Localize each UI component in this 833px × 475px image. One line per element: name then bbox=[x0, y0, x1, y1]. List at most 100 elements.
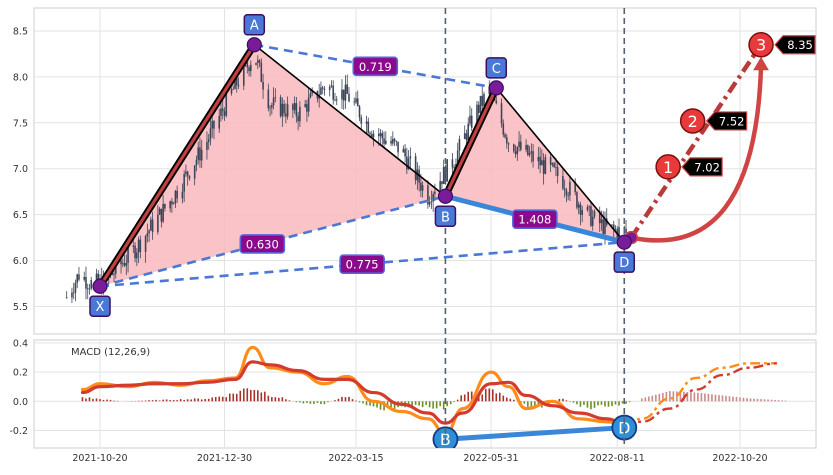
candle-body bbox=[294, 103, 296, 110]
price-y-tick-label: 5.5 bbox=[13, 302, 28, 313]
candle-body bbox=[515, 151, 517, 154]
macd-histogram-bar bbox=[152, 400, 154, 401]
candle-body bbox=[464, 133, 466, 139]
target-number: 1 bbox=[663, 158, 673, 177]
candle-body bbox=[187, 172, 189, 176]
point-label-text: C bbox=[492, 62, 501, 77]
pattern-point-d bbox=[617, 235, 631, 249]
candle-body bbox=[390, 141, 392, 144]
candle-body bbox=[396, 141, 398, 142]
candle-body bbox=[331, 86, 333, 87]
macd-histogram-projected-bar bbox=[669, 391, 671, 401]
macd-histogram-bar bbox=[303, 401, 305, 403]
candle-body bbox=[441, 181, 443, 184]
macd-histogram-bar bbox=[495, 393, 497, 401]
candle-body bbox=[283, 104, 285, 114]
macd-histogram-bar bbox=[488, 388, 490, 401]
macd-histogram-projected-bar bbox=[641, 398, 643, 401]
candle-body bbox=[248, 67, 250, 71]
macd-histogram-projected-bar bbox=[739, 397, 741, 401]
candle-body bbox=[150, 220, 152, 231]
candle-body bbox=[357, 98, 359, 106]
candle-body bbox=[176, 191, 178, 199]
macd-y-tick-label: 0.0 bbox=[13, 397, 28, 408]
macd-histogram-bar bbox=[243, 389, 245, 402]
macd-histogram-bar bbox=[82, 397, 84, 401]
macd-histogram-projected-bar bbox=[764, 399, 766, 401]
candle-body bbox=[469, 116, 471, 124]
candle-body bbox=[287, 104, 289, 116]
macd-histogram-bar bbox=[601, 401, 603, 405]
candle-body bbox=[299, 107, 301, 121]
candle-body bbox=[538, 157, 540, 161]
candle-body bbox=[578, 204, 580, 207]
macd-histogram-bar bbox=[89, 397, 91, 401]
candle-body bbox=[385, 141, 387, 144]
candle-body bbox=[126, 263, 128, 266]
macd-histogram-bar bbox=[92, 399, 94, 401]
macd-histogram-bar bbox=[169, 400, 171, 401]
macd-histogram-bar bbox=[352, 399, 354, 401]
macd-histogram-projected-bar bbox=[687, 392, 689, 401]
candle-body bbox=[259, 60, 261, 62]
macd-histogram-bar bbox=[211, 397, 213, 401]
macd-histogram-bar bbox=[355, 401, 357, 402]
macd-histogram-bar bbox=[145, 401, 147, 402]
candle-body bbox=[346, 85, 348, 94]
candle-body bbox=[78, 274, 80, 279]
macd-histogram-bar bbox=[443, 401, 445, 409]
macd-histogram-bar bbox=[138, 401, 140, 402]
candle-body bbox=[182, 192, 184, 199]
candle-body bbox=[124, 263, 126, 265]
macd-histogram-projected-bar bbox=[771, 400, 773, 402]
macd-histogram-bar bbox=[197, 399, 199, 402]
candle-body bbox=[467, 124, 469, 141]
macd-histogram-bar bbox=[96, 398, 98, 401]
macd-histogram-bar bbox=[296, 401, 298, 402]
candle-body bbox=[382, 133, 384, 138]
candle-body bbox=[324, 89, 326, 90]
macd-histogram-bar bbox=[425, 401, 427, 405]
candle-body bbox=[257, 60, 259, 63]
macd-histogram-bar bbox=[239, 391, 241, 402]
candle-body bbox=[553, 163, 555, 167]
target-number: 2 bbox=[688, 112, 698, 131]
candle-body bbox=[602, 219, 604, 234]
macd-histogram-bar bbox=[450, 401, 452, 404]
candle-body bbox=[71, 293, 73, 298]
macd-histogram-bar bbox=[362, 401, 364, 403]
macd-histogram-bar bbox=[422, 401, 424, 407]
macd-histogram-bar bbox=[566, 400, 568, 401]
macd-histogram-bar bbox=[246, 388, 248, 401]
macd-histogram-bar bbox=[573, 401, 575, 402]
macd-histogram-bar bbox=[467, 392, 469, 402]
candle-body bbox=[590, 206, 592, 226]
candle-body bbox=[478, 105, 480, 113]
candle-body bbox=[85, 277, 87, 289]
macd-histogram-bar bbox=[615, 401, 617, 404]
price-y-tick-label: 8.5 bbox=[13, 26, 28, 37]
macd-histogram-bar bbox=[289, 400, 291, 401]
macd-histogram-bar bbox=[180, 399, 182, 401]
candle-body bbox=[415, 156, 417, 180]
macd-histogram-projected-bar bbox=[676, 391, 678, 401]
macd-histogram-bar bbox=[531, 401, 533, 407]
macd-histogram-bar bbox=[113, 401, 115, 402]
candle-body bbox=[66, 297, 68, 298]
macd-histogram-bar bbox=[436, 401, 438, 408]
candle-body bbox=[373, 134, 375, 138]
candle-body bbox=[269, 108, 271, 109]
price-y-tick-label: 6.5 bbox=[13, 210, 28, 221]
candle-body bbox=[201, 150, 203, 161]
macd-histogram-projected-bar bbox=[697, 393, 699, 402]
macd-histogram-projected-bar bbox=[652, 396, 654, 402]
candle-body bbox=[189, 176, 191, 179]
macd-histogram-bar bbox=[597, 401, 599, 405]
macd-histogram-bar bbox=[208, 399, 210, 402]
candle-body bbox=[611, 225, 613, 226]
macd-histogram-bar bbox=[306, 401, 308, 403]
macd-histogram-projected-bar bbox=[785, 401, 787, 402]
candle-body bbox=[434, 192, 436, 194]
